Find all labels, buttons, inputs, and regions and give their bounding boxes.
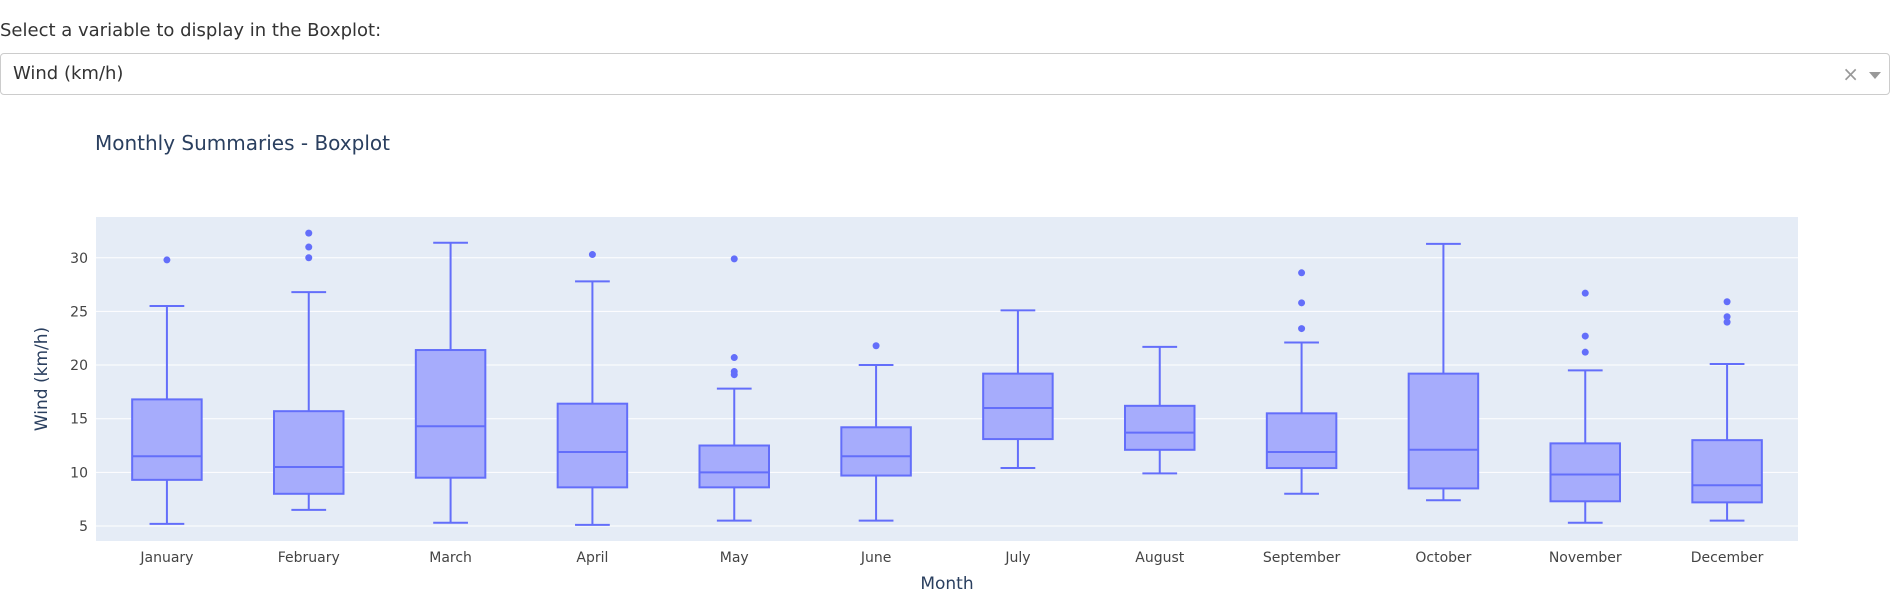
y-tick-label: 25 [70, 304, 88, 320]
x-tick-label: November [1549, 550, 1622, 566]
outlier-point [730, 367, 738, 375]
x-tick-label: December [1691, 550, 1764, 566]
y-tick-label: 20 [70, 358, 88, 374]
box-september [1265, 269, 1338, 495]
box-october [1407, 242, 1480, 502]
y-tick-label: 30 [70, 251, 88, 267]
outlier-point [588, 251, 596, 259]
y-tick-label: 15 [70, 412, 88, 428]
boxplot-variable-prompt: Select a variable to display in the Boxp… [0, 20, 382, 41]
box-iqr [556, 402, 629, 489]
outlier-point [1723, 318, 1731, 326]
variable-dropdown-value: Wind (km/h) [13, 63, 124, 84]
x-tick-label: July [1004, 550, 1030, 566]
box-iqr [1549, 442, 1621, 503]
outlier-point [1723, 313, 1731, 321]
x-axis-title: Month [920, 574, 973, 594]
grid-lines [96, 257, 1798, 527]
plot-area [96, 217, 1798, 541]
box-iqr [1691, 439, 1763, 504]
box-may [698, 255, 770, 522]
outlier-point [1581, 332, 1589, 340]
x-tick-label: March [429, 550, 472, 566]
box-iqr [1265, 412, 1338, 470]
outlier-point [872, 342, 880, 350]
box-iqr [698, 444, 770, 489]
outlier-point [1581, 289, 1589, 297]
y-axis-title: Wind (km/h) [32, 327, 52, 431]
outlier-point [1298, 325, 1306, 333]
x-axis-ticks: January February March April May June July Augu… [139, 550, 1763, 566]
box-november [1549, 289, 1621, 524]
y-tick-label: 10 [70, 465, 88, 481]
x-tick-label: May [720, 550, 749, 566]
box-iqr [840, 426, 912, 477]
boxplot-chart: Monthly Summaries - Boxplot 51015202530 … [32, 131, 1798, 594]
box-iqr [1124, 404, 1196, 451]
outlier-point [1298, 299, 1306, 307]
box-january [131, 256, 203, 525]
box-march [414, 241, 487, 524]
chevron-down-icon[interactable] [1869, 72, 1881, 79]
x-tick-label: September [1263, 550, 1341, 566]
chart-title: Monthly Summaries - Boxplot [95, 131, 390, 155]
x-tick-label: June [860, 550, 892, 566]
outlier-point [305, 243, 313, 251]
box-april [556, 251, 629, 526]
outlier-point [163, 256, 171, 264]
clear-icon[interactable]: × [1842, 62, 1859, 86]
box-june [840, 342, 912, 522]
y-axis-ticks: 5 10 15 20 25 30 [70, 251, 88, 535]
box-july [982, 309, 1054, 470]
outlier-point [1723, 298, 1731, 306]
box-february [273, 229, 345, 511]
x-tick-label: April [576, 550, 608, 566]
box-iqr [414, 349, 487, 479]
x-tick-label: February [278, 550, 340, 566]
outlier-point [730, 354, 738, 362]
y-tick-label: 5 [79, 519, 88, 535]
x-tick-label: October [1415, 550, 1471, 566]
variable-dropdown[interactable]: Wind (km/h) × [0, 53, 1890, 95]
box-iqr [1407, 372, 1480, 490]
box-december [1691, 298, 1763, 522]
box-iqr [273, 410, 345, 495]
box-august [1124, 345, 1196, 475]
outlier-point [1581, 348, 1589, 356]
outlier-point [730, 255, 738, 263]
x-tick-label: January [139, 550, 193, 566]
box-iqr [982, 372, 1054, 441]
outlier-point [305, 254, 313, 262]
box-iqr [131, 398, 203, 481]
x-tick-label: August [1135, 550, 1185, 566]
outlier-point [305, 229, 313, 237]
outlier-point [1298, 269, 1306, 277]
boxes [131, 229, 1763, 526]
